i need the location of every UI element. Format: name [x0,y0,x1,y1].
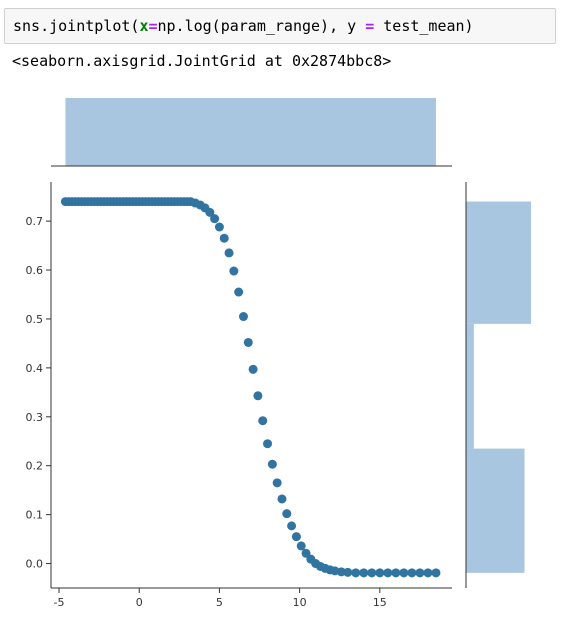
scatter-point-58 [277,494,287,504]
scatter-point-74 [367,568,377,578]
x-tick-label-1: 0 [136,596,143,609]
y-tick-label-5: 0.5 [26,313,44,326]
code-x-expr: np.log(param_range), [157,17,348,35]
right-hist-bar-1 [466,323,474,449]
scatter-point-62 [296,541,306,551]
code-fn: sns.jointplot( [13,17,140,35]
x-tick-label-3: 10 [293,596,307,609]
scatter-point-44 [210,214,220,224]
scatter-point-75 [375,568,385,578]
scatter-point-45 [214,222,224,232]
scatter-point-80 [415,568,425,578]
scatter-point-47 [224,248,234,258]
right-hist-bar-0 [466,201,531,324]
scatter-point-73 [359,568,369,578]
code-assign-op-2: = [356,17,384,35]
scatter-point-60 [287,521,297,531]
scatter-point-71 [343,567,353,577]
scatter-point-55 [263,439,273,449]
x-tick-label-2: 5 [216,596,223,609]
scatter-point-77 [391,568,401,578]
top-hist-bar-0 [65,98,436,166]
y-tick-label-6: 0.6 [26,264,44,277]
y-tick-label-7: 0.7 [26,215,44,228]
cell-output: <seaborn.axisgrid.JointGrid at 0x2874bbc… [12,52,392,70]
y-tick-label-3: 0.3 [26,411,44,424]
scatter-point-54 [258,416,268,426]
scatter-point-82 [431,568,441,578]
scatter-point-57 [272,478,282,488]
right-hist-bar-2 [466,448,525,573]
y-tick-label-2: 0.2 [26,460,44,473]
scatter-point-43 [205,207,215,217]
y-tick-label-4: 0.4 [26,362,44,375]
code-y-expr: test_mean) [383,17,474,35]
scatter-point-53 [253,391,263,401]
code-x-keyword: x [139,17,149,35]
x-tick-label-4: 15 [373,596,387,609]
scatter-point-52 [248,364,258,374]
scatter-point-81 [423,568,433,578]
scatter-point-46 [219,233,229,243]
scatter-point-72 [351,568,361,578]
scatter-point-49 [234,287,244,297]
y-tick-label-0: 0.0 [26,558,44,571]
scatter-point-50 [238,312,248,322]
y-tick-label-1: 0.1 [26,509,44,522]
scatter-point-78 [399,568,409,578]
code-assign-op: = [148,17,158,35]
code-y-keyword: y [347,17,357,35]
scatter-point-79 [407,568,417,578]
scatter-point-51 [243,337,253,347]
scatter-point-61 [291,532,301,542]
scatter-point-76 [383,568,393,578]
scatter-point-48 [229,266,239,276]
x-tick-label-0: -5 [54,596,65,609]
scatter-point-70 [336,567,346,577]
code-cell[interactable]: sns.jointplot(x=np.log(param_range), y =… [4,8,556,44]
scatter-point-56 [267,459,277,469]
scatter-point-59 [282,509,292,519]
